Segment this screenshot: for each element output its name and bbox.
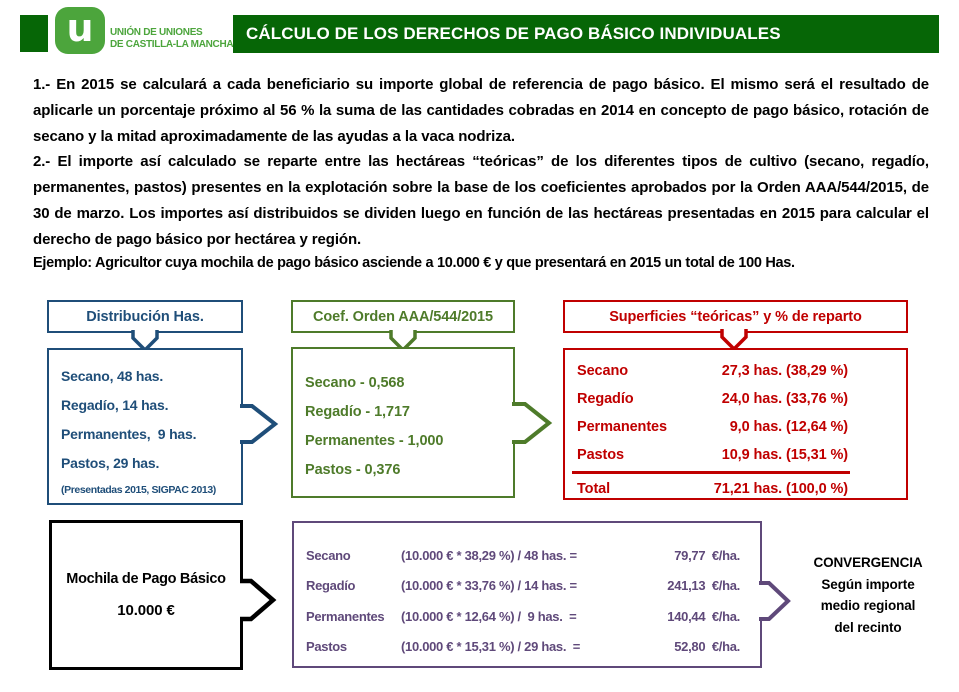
calculation-box: Secano (10.000 € * 38,29 %) / 48 has. = … xyxy=(292,521,762,668)
calculation-row-result: 79,77 €/ha. xyxy=(674,547,740,563)
convergence-line: CONVERGENCIA xyxy=(813,555,923,570)
calculation-row: Regadío (10.000 € * 33,76 %) / 14 has. =… xyxy=(306,571,740,602)
convergence-line: del recinto xyxy=(834,619,902,635)
distribution-line: Secano, 48 has. xyxy=(61,368,164,384)
surfaces-row-label: Secano xyxy=(577,363,628,379)
example-line: Ejemplo: Agricultor cuya mochila de pago… xyxy=(33,255,795,271)
arrow-right-icon xyxy=(512,402,553,444)
surfaces-total-row: Total 71,21 has. (100,0 %) xyxy=(565,476,906,502)
surfaces-header-label: Superficies “teóricas” y % de reparto xyxy=(609,308,862,325)
title-bar: CÁLCULO DE LOS DERECHOS DE PAGO BÁSICO I… xyxy=(233,15,939,53)
surfaces-row-label: Pastos xyxy=(577,447,624,463)
surfaces-row-value: 24,0 has. (33,76 %) xyxy=(721,391,848,407)
distribution-line: Regadío, 14 has. xyxy=(61,397,169,413)
mochila-title: Mochila de Pago Básico xyxy=(66,571,226,587)
distribution-line: Permanentes, 9 has. xyxy=(61,426,197,442)
mochila-amount: 10.000 € xyxy=(117,602,175,619)
calculation-row-formula: (10.000 € * 33,76 %) / 14 has. = xyxy=(401,578,577,594)
surfaces-row-label: Permanentes xyxy=(577,419,667,435)
paragraph-2: 2.- El importe así calculado se reparte … xyxy=(33,153,929,248)
arrow-right-icon xyxy=(240,404,279,444)
calculation-row: Permanentes (10.000 € * 12,64 %) / 9 has… xyxy=(306,601,740,632)
calculation-row-formula: (10.000 € * 38,29 %) / 48 has. = xyxy=(401,547,577,563)
org-name-line1: UNIÓN DE UNIONES xyxy=(110,27,203,38)
total-divider xyxy=(572,471,850,474)
org-name: UNIÓN DE UNIONES DE CASTILLA-LA MANCHA xyxy=(110,27,234,50)
page-title: CÁLCULO DE LOS DERECHOS DE PAGO BÁSICO I… xyxy=(246,24,781,43)
surfaces-total-label: Total xyxy=(577,481,611,497)
arrow-right-icon xyxy=(759,581,791,621)
surfaces-row: Secano 27,3 has. (38,29 %) xyxy=(565,357,906,385)
header-accent-rect xyxy=(20,15,48,52)
calculation-row-result: 52,80 €/ha. xyxy=(674,639,740,655)
union-logo: u xyxy=(55,7,105,54)
coefficient-line: Secano - 0,568 xyxy=(305,375,405,391)
coefficients-box: Secano - 0,568 Regadío - 1,717 Permanent… xyxy=(291,347,515,498)
arrow-right-icon xyxy=(240,578,277,622)
surfaces-row-value: 27,3 has. (38,29 %) xyxy=(721,363,848,379)
paragraph-1: 1.- En 2015 se calculará a cada benefici… xyxy=(33,76,929,145)
distribution-header-box: Distribución Has. xyxy=(47,300,243,333)
distribution-footnote: (Presentadas 2015, SIGPAC 2013) xyxy=(61,484,216,496)
surfaces-total-value: 71,21 has. (100,0 %) xyxy=(713,481,848,497)
distribution-line: Pastos, 29 has. xyxy=(61,455,160,471)
distribution-box: Secano, 48 has. Regadío, 14 has. Permane… xyxy=(47,348,243,505)
surfaces-row-value: 9,0 has. (12,64 %) xyxy=(729,419,848,435)
calculation-row-result: 241,13 €/ha. xyxy=(667,578,740,594)
org-name-line2: DE CASTILLA-LA MANCHA xyxy=(110,38,234,50)
calculation-row-result: 140,44 €/ha. xyxy=(667,608,740,624)
convergence-note: CONVERGENCIA Según importe medio regiona… xyxy=(788,552,948,638)
calculation-row-label: Secano xyxy=(306,547,351,563)
coefficient-line: Permanentes - 1,000 xyxy=(305,433,444,449)
convergence-line: Según importe xyxy=(821,576,915,592)
coefficient-line: Regadío - 1,717 xyxy=(305,404,410,420)
calculation-row-formula: (10.000 € * 12,64 %) / 9 has. = xyxy=(401,608,577,624)
surfaces-row-value: 10,9 has. (15,31 %) xyxy=(721,447,848,463)
coefficients-header-label: Coef. Orden AAA/544/2015 xyxy=(313,308,493,325)
calculation-row-label: Permanentes xyxy=(306,608,385,624)
convergence-line: medio regional xyxy=(820,598,916,613)
coefficient-line: Pastos - 0,376 xyxy=(305,462,401,478)
calculation-row-label: Pastos xyxy=(306,639,347,655)
surfaces-header-box: Superficies “teóricas” y % de reparto xyxy=(563,300,908,333)
calculation-row-formula: (10.000 € * 15,31 %) / 29 has. = xyxy=(401,639,581,655)
calculation-row-label: Regadío xyxy=(306,578,356,594)
surfaces-row: Regadío 24,0 has. (33,76 %) xyxy=(565,385,906,413)
calculation-row: Secano (10.000 € * 38,29 %) / 48 has. = … xyxy=(306,540,740,571)
surfaces-box: Secano 27,3 has. (38,29 %) Regadío 24,0 … xyxy=(563,348,908,500)
mochila-box: Mochila de Pago Básico 10.000 € xyxy=(49,520,243,670)
coefficients-header-box: Coef. Orden AAA/544/2015 xyxy=(291,300,515,333)
surfaces-row-label: Regadío xyxy=(577,391,634,407)
calculation-row: Pastos (10.000 € * 15,31 %) / 29 has. = … xyxy=(306,632,740,663)
surfaces-row: Permanentes 9,0 has. (12,64 %) xyxy=(565,413,906,441)
logo-letter: u xyxy=(66,5,94,50)
surfaces-row: Pastos 10,9 has. (15,31 %) xyxy=(565,441,906,469)
distribution-header-label: Distribución Has. xyxy=(86,308,204,325)
